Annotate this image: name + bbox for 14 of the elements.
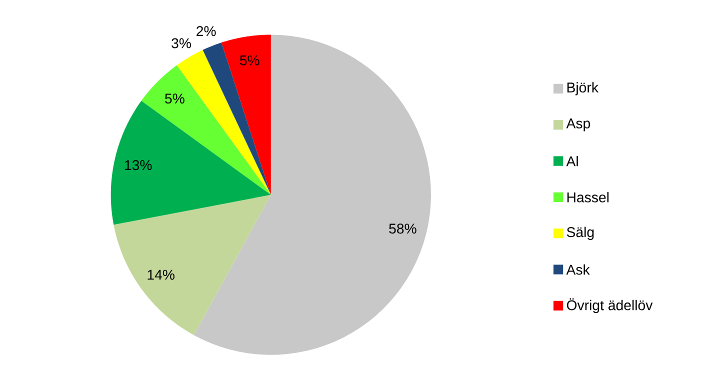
data-label: 58% — [389, 224, 416, 234]
data-label: 13% — [125, 160, 152, 170]
data-label: 3% — [172, 38, 191, 48]
data-label: 5% — [165, 94, 184, 104]
legend-label: Ask — [566, 264, 590, 275]
data-label: 5% — [240, 55, 260, 66]
legend-label: Övrigt ädellöv — [566, 298, 653, 314]
legend-label: Hassel — [567, 192, 609, 202]
legend-label: Asp — [566, 118, 590, 132]
data-label: 14% — [148, 270, 174, 280]
legend-label: Al — [566, 156, 578, 166]
data-label: 2% — [196, 26, 216, 36]
legend-label: Björk — [567, 82, 598, 96]
legend-label: Sälg — [566, 226, 594, 240]
